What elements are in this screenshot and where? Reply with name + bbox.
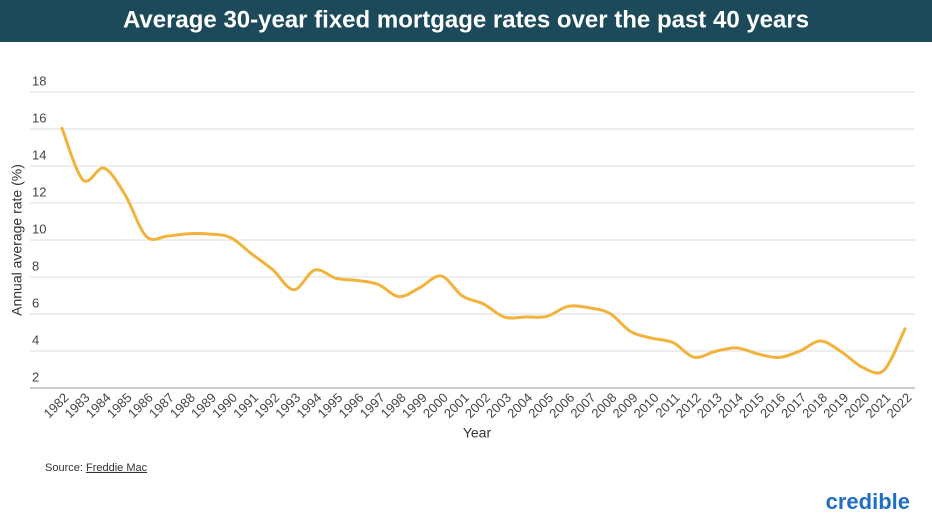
y-axis-label: Annual average rate (%) (9, 164, 25, 316)
y-tick-label: 16 (32, 110, 46, 125)
source-link[interactable]: Freddie Mac (86, 462, 148, 474)
x-tick-label: 2022 (883, 390, 914, 421)
y-tick-label: 12 (32, 184, 46, 199)
data-line (60, 126, 907, 375)
source-label: Source: (45, 462, 83, 474)
y-tick-label: 14 (32, 147, 46, 162)
y-tick-label: 6 (32, 295, 39, 310)
x-axis-label: Year (463, 425, 492, 441)
y-tick-label: 10 (32, 221, 46, 236)
y-tick-label: 2 (32, 369, 39, 384)
y-tick-label: 18 (32, 73, 46, 88)
header-bar (0, 0, 932, 42)
y-tick-label: 4 (32, 332, 39, 347)
brand-logo: credible (826, 489, 910, 514)
chart-title: Average 30-year fixed mortgage rates ove… (123, 6, 809, 33)
y-tick-label: 8 (32, 258, 39, 273)
